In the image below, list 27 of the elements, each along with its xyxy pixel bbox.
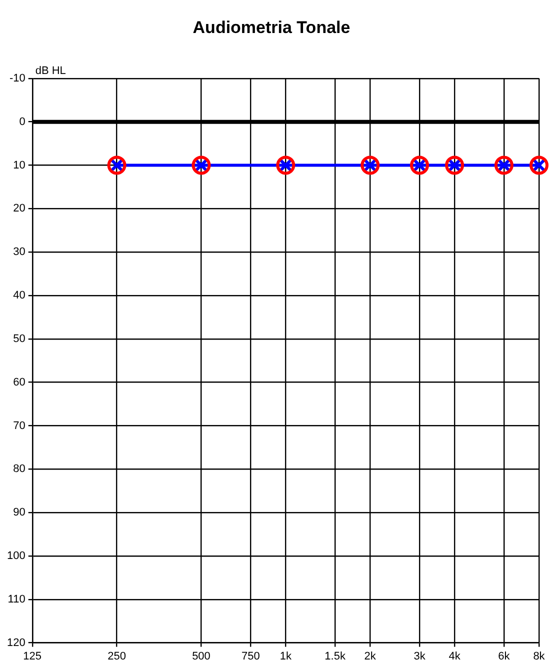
x-tick-label: 4k [448,650,461,662]
y-tick-label: 70 [13,420,26,432]
y-tick-label: 20 [13,202,26,215]
y-tick-label: 40 [13,290,26,302]
y-tick-label: 0 [19,116,26,128]
x-tick-label: 1k [280,650,292,662]
chart-title: Audiometria Tonale [192,18,350,37]
y-tick-label: 90 [13,506,26,519]
y-tick-label: 60 [13,376,26,388]
x-tick-label: 500 [192,650,210,662]
y-tick-label: 120 [6,636,26,649]
y-tick-label: 30 [13,246,26,258]
x-tick-label: 1.5k [324,650,346,662]
x-tick-label: 8k [533,650,546,662]
y-tick-label: 50 [13,332,26,345]
x-tick-label: 250 [108,650,126,662]
x-tick-label: 6k [498,650,510,662]
y-tick-label: -10 [9,72,26,84]
y-tick-label: 100 [6,550,26,562]
y-tick-label: 80 [13,463,26,476]
y-axis-title: dB HL [35,64,66,77]
y-tick-label: 10 [13,159,26,172]
x-tick-label: 750 [241,650,260,662]
x-tick-label: 2k [364,650,376,662]
x-tick-label: 3k [414,650,426,662]
x-tick-label: 125 [23,650,42,662]
y-tick-label: 110 [8,593,26,606]
